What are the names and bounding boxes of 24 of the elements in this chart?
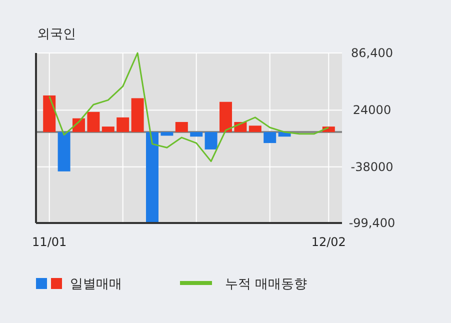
y-tick-label: -38000 [350,160,394,174]
x-tick-label: 12/02 [311,235,346,249]
legend-label: 누적 매매동향 [225,277,308,292]
bar [43,95,56,132]
y-tick-label: 24000 [352,103,392,118]
chart-title: 외국인 [37,27,76,42]
bar [146,132,158,223]
legend-label: 일별매매 [70,277,122,292]
bar [220,102,232,132]
bar [264,132,276,144]
bar [248,126,262,132]
bar [87,112,100,132]
x-tick-label: 11/01 [32,235,67,249]
bar [131,98,144,132]
bar [116,117,130,132]
bar [102,126,114,132]
bar [190,132,203,137]
bar [58,132,70,172]
y-tick-label: -99,400 [348,216,396,230]
y-tick-label: 86,400 [351,46,393,60]
bar [204,132,218,150]
line-series [48,52,330,162]
bar [160,132,174,136]
bar [175,122,188,132]
